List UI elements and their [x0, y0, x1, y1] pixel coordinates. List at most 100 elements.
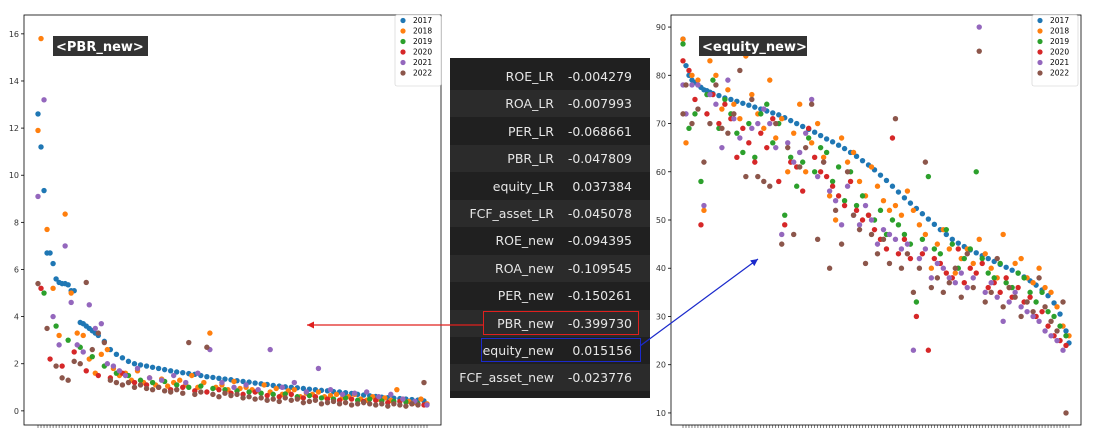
equity-new-point-2017	[829, 139, 836, 145]
pbr-new-point-2020	[216, 386, 222, 393]
pbr-new-legend-marker-2017	[400, 17, 406, 24]
equity-new-point-2019	[686, 125, 692, 132]
equity-new-point-2020	[889, 135, 896, 141]
pbr-new-point-2017	[167, 368, 174, 374]
equity-new-point-2018	[886, 207, 893, 214]
equity-new-point-2022	[680, 111, 686, 117]
pbr-new-point-2022	[137, 382, 144, 388]
equity-new-point-2019	[841, 198, 848, 204]
equity-new-point-2018	[725, 87, 731, 93]
equity-new-legend-label-2022: 2022	[1050, 69, 1069, 78]
equity-new-point-2019	[889, 217, 896, 223]
equity-new-point-2020	[680, 58, 686, 64]
pbr-new-point-2022	[360, 399, 367, 406]
pbr-new-point-2017	[131, 361, 138, 367]
correlation-variable-name: ROA_new	[495, 260, 554, 276]
equity-new-point-2021	[868, 217, 875, 223]
pbr-new-point-2020	[47, 356, 53, 362]
equity-new-point-2020	[985, 284, 991, 291]
pbr-new-point-2022	[312, 397, 319, 403]
equity-new-point-2022	[994, 255, 1000, 262]
pbr-new-point-2018	[74, 330, 80, 336]
equity-new-point-2017	[877, 172, 884, 178]
equity-new-point-2022	[988, 289, 994, 296]
equity-new-point-2017	[907, 200, 914, 206]
equity-new-point-2021	[856, 222, 863, 228]
correlation-row-ROE_new: ROE_new -0.094395	[450, 227, 650, 254]
pbr-new-point-2017	[50, 260, 56, 267]
pbr-new-point-2020	[59, 363, 65, 369]
pbr-new-point-2021	[74, 342, 80, 348]
pbr-new-highlight-box	[483, 310, 639, 335]
equity-new-legend-label-2019: 2019	[1050, 37, 1069, 46]
equity-new-point-2017	[901, 195, 908, 201]
equity-new-point-2022	[1036, 275, 1042, 281]
equity-new-point-2017	[1063, 328, 1069, 334]
pbr-new-point-2019	[198, 383, 204, 389]
correlation-row-ROA_new: ROA_new -0.109545	[450, 254, 650, 282]
equity-new-point-2017	[1009, 267, 1015, 273]
equity-new-point-2021	[934, 260, 941, 267]
equity-new-point-2018	[773, 135, 779, 141]
equity-new-legend-marker-2018	[1037, 28, 1043, 34]
equity-new-point-2018	[898, 212, 905, 218]
equity-new-point-2021	[988, 280, 994, 286]
pbr-new-point-2019	[342, 395, 349, 401]
pbr-new-point-2018	[80, 332, 86, 339]
pbr-new-point-2022	[367, 401, 373, 407]
equity-new-point-2019	[859, 193, 866, 199]
pbr-new-point-2017	[35, 111, 41, 117]
pbr-new-point-2022	[65, 377, 71, 383]
equity-new-point-2018	[976, 236, 982, 242]
equity-new-point-2020	[931, 255, 938, 262]
equity-new-point-2022	[832, 207, 839, 214]
correlation-variable-name: ROE_new	[495, 233, 554, 249]
pbr-new-point-2022	[228, 392, 234, 399]
equity-new-point-2017	[1051, 300, 1057, 306]
equity-new-point-2019	[1021, 275, 1027, 281]
equity-new-point-2018	[1036, 265, 1042, 271]
equity-new-point-2019	[925, 173, 932, 180]
equity-new-point-2022	[1042, 304, 1048, 310]
equity-new-point-2020	[698, 222, 704, 228]
pbr-new-point-2020	[131, 379, 138, 386]
equity-new-point-2022	[767, 183, 773, 189]
equity-new-point-2021	[808, 96, 815, 103]
equity-new-point-2017	[931, 221, 938, 228]
equity-new-point-2019	[1015, 270, 1021, 276]
pbr-new-point-2022	[113, 379, 120, 386]
pbr-new-point-2022	[342, 399, 349, 406]
pbr-new-point-2022	[258, 395, 264, 401]
pbr-new-point-2018	[189, 372, 195, 379]
pbr-new-point-2022	[264, 397, 270, 403]
equity-new-point-2021	[802, 130, 809, 136]
equity-new-point-2018	[802, 169, 809, 175]
pbr-new-point-2021	[255, 386, 261, 393]
correlation-variable-name: ROA_LR	[505, 96, 554, 112]
equity-new-point-2021	[814, 173, 821, 180]
equity-new-point-2021	[904, 241, 911, 247]
equity-new-point-2017	[1003, 264, 1009, 270]
equity-new-point-2018	[946, 246, 953, 252]
pbr-new-point-2022	[131, 384, 138, 390]
equity-new-point-2018	[928, 265, 935, 271]
equity-new-point-2022	[737, 67, 743, 74]
equity-new-point-2018	[832, 217, 839, 223]
pbr-new-point-2021	[134, 365, 141, 372]
equity-new-point-2019	[764, 101, 770, 107]
pbr-new-point-2019	[149, 379, 156, 386]
pbr-new-point-2022	[234, 391, 240, 398]
pbr-new-point-2021	[315, 365, 322, 372]
pbr-new-point-2018	[273, 385, 279, 392]
pbr-new-point-2021	[158, 377, 165, 383]
equity-new-point-2017	[752, 104, 758, 110]
pbr-new-legend-label-2022: 2022	[413, 69, 432, 78]
equity-new-point-2019	[949, 241, 956, 247]
equity-new-points	[680, 24, 1072, 416]
correlation-variable-name: ROE_LR	[505, 69, 554, 84]
pbr-new-point-2018	[418, 396, 424, 402]
equity-new-point-2018	[892, 202, 899, 209]
pbr-new-point-2019	[53, 323, 59, 329]
equity-new-point-2021	[964, 284, 970, 291]
correlation-row-equity_LR: equity_LR 0.037384	[450, 173, 650, 200]
